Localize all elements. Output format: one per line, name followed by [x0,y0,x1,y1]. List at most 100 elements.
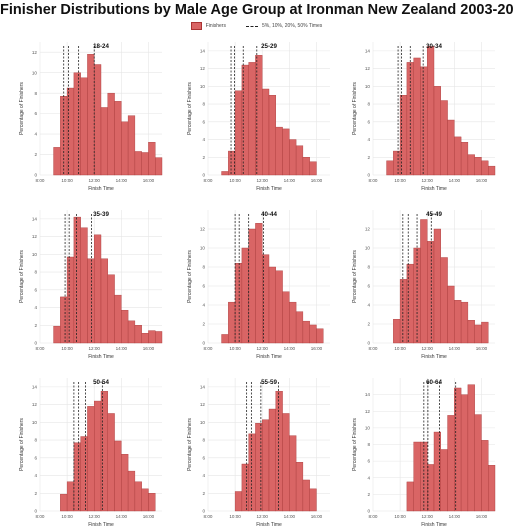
histogram-bar [474,157,482,176]
histogram-bar [295,311,304,344]
y-axis-label: Percentage of Finishers [19,250,25,303]
x-tick-label: 12:00 [421,178,433,183]
panel-title: 40-44 [261,211,277,218]
panel-title: 60-64 [426,379,442,386]
y-tick-label: 0 [34,341,37,346]
x-tick-label: 10:00 [61,346,73,351]
y-tick-label: 12 [200,402,206,407]
histogram-bar [100,107,108,176]
x-tick-label: 8:00 [204,514,213,519]
histogram-bar [275,126,283,176]
panel-title: 25-29 [261,43,277,50]
histogram-bar [66,256,75,344]
y-tick-label: 8 [202,102,205,107]
histogram-bar [447,285,455,344]
histogram-bar [393,319,401,344]
x-tick-label: 16:00 [143,346,155,351]
histogram-bar [53,147,61,176]
y-tick-label: 4 [34,305,37,310]
y-tick-label: 14 [365,392,371,397]
histogram-bar [420,219,428,344]
histogram-bar [413,441,421,512]
histogram-bar [282,291,290,344]
y-tick-label: 10 [365,425,371,430]
x-tick-label: 8:00 [369,514,378,519]
y-tick-label: 4 [202,137,205,142]
histogram-bar [148,493,156,512]
x-axis-label: Finish Time [421,354,447,360]
histogram-bar [440,100,448,176]
y-axis-label: Percentage of Finishers [352,82,358,135]
histogram-bar [295,462,304,512]
histogram-bar [413,57,421,176]
histogram-bar [100,391,108,512]
y-tick-label: 8 [202,265,205,270]
y-tick-label: 4 [202,303,205,308]
histogram-bar [309,324,317,344]
y-tick-label: 12 [365,409,371,414]
histogram-bar [114,294,122,344]
x-tick-label: 8:00 [369,346,378,351]
histogram-bar [467,154,475,176]
histogram-bar [302,320,310,344]
histogram-bar [268,94,276,176]
histogram-bar [87,258,95,344]
histogram-bar [87,54,95,176]
histogram-bar [87,406,95,512]
y-tick-label: 14 [32,216,38,221]
histogram-bar [148,142,156,176]
y-tick-label: 0 [202,509,205,514]
y-tick-label: 2 [367,492,370,497]
histogram-bar [488,165,496,176]
x-tick-label: 8:00 [36,346,45,351]
y-tick-label: 10 [365,84,371,89]
y-tick-label: 8 [34,438,37,443]
x-tick-label: 14:00 [116,514,128,519]
histogram-bar [427,46,435,176]
y-axis-label: Percentage of Finishers [352,250,358,303]
chart-panel: 0 2 4 6 8 10 12 14 8:00 10:00 12:00 14:00 16:00 55-59… [187,378,330,528]
histogram-bar [221,334,229,344]
histogram-bar [302,157,310,176]
y-tick-label: 12 [200,227,206,232]
histogram-bar [467,384,475,512]
panel-title: 18-24 [93,43,109,50]
y-tick-label: 14 [32,384,38,389]
histogram-bar [262,419,270,512]
y-tick-label: 4 [202,473,205,478]
y-tick-label: 2 [202,491,205,496]
panel-title: 50-54 [93,379,109,386]
histogram-bar [148,330,156,344]
histogram-bar [100,258,108,344]
histogram-bar [302,479,310,512]
y-tick-label: 4 [34,473,37,478]
histogram-bar [114,440,122,512]
y-tick-label: 10 [200,420,206,425]
x-tick-label: 12:00 [88,514,100,519]
histogram-bar [268,408,276,512]
histogram-bar [60,493,68,512]
y-tick-label: 2 [34,491,37,496]
histogram-bar [481,440,489,512]
x-tick-label: 8:00 [36,178,45,183]
histogram-bar [447,415,455,512]
y-tick-label: 6 [202,284,205,289]
histogram-bar [107,413,115,512]
histogram-bar [262,88,270,176]
x-tick-label: 10:00 [61,178,73,183]
histogram-bar [94,234,102,344]
y-tick-label: 12 [365,227,371,232]
histogram-bar [228,301,236,344]
histogram-bar [234,491,243,512]
y-tick-label: 6 [34,455,37,460]
legend-item-bars: Finishers [190,22,226,30]
histogram-bar [155,157,163,176]
y-tick-label: 10 [200,246,206,251]
x-tick-label: 16:00 [311,514,323,519]
histogram-bar [309,488,317,512]
legend-dashed-line [245,25,258,27]
y-tick-label: 0 [202,173,205,178]
y-tick-label: 6 [367,119,370,124]
y-tick-label: 8 [34,91,37,96]
